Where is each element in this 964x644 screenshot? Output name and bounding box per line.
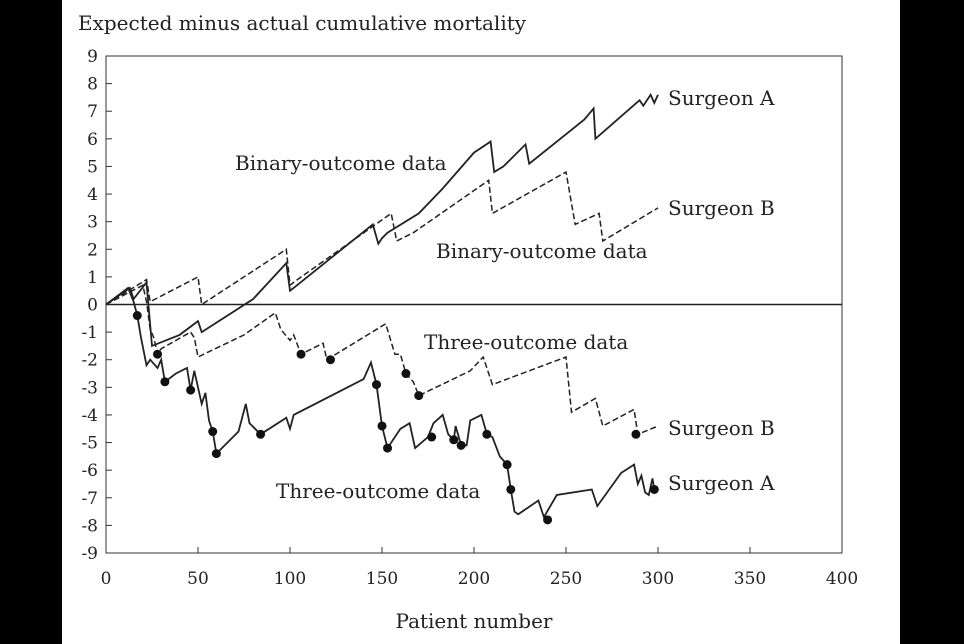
y-tick-label: 3 xyxy=(87,213,98,233)
y-tick-label: -2 xyxy=(81,351,98,371)
marker-point xyxy=(414,391,424,401)
y-tick-label: -9 xyxy=(81,544,98,564)
y-tick-label: 9 xyxy=(87,47,98,67)
y-tick-label: 6 xyxy=(87,130,98,150)
x-axis-label: Patient number xyxy=(396,609,553,633)
x-tick-label: 50 xyxy=(187,569,209,589)
x-tick-label: 0 xyxy=(101,569,112,589)
axis-ticks: -9 -8 -7 -6 -5 -4 -3 -2 -1 0 1 2 3 4 5 6 7 8 9 0 50 100 150 200… xyxy=(81,47,858,589)
y-tick-label: 1 xyxy=(87,268,98,288)
label-surgeon-b-three: Surgeon B xyxy=(668,416,775,440)
series-line-3 xyxy=(105,286,656,520)
series-line-2 xyxy=(105,170,659,306)
y-tick-label: -5 xyxy=(81,434,98,454)
marker-point xyxy=(296,349,306,359)
marker-point xyxy=(631,429,641,439)
marker-point xyxy=(160,377,170,387)
marker-point xyxy=(186,385,196,395)
series-line-1 xyxy=(105,92,659,348)
x-tick-label: 200 xyxy=(458,569,490,589)
marker-point xyxy=(502,460,512,470)
x-tick-label: 350 xyxy=(734,569,766,589)
x-tick-label: 300 xyxy=(642,569,674,589)
x-tick-label: 150 xyxy=(366,569,398,589)
y-tick-label: -8 xyxy=(81,516,98,536)
marker-point xyxy=(211,449,221,459)
marker-point xyxy=(377,421,387,431)
label-binary-a: Binary-outcome data xyxy=(235,151,447,175)
y-tick-label: 4 xyxy=(87,185,98,205)
x-tick-label: 400 xyxy=(826,569,858,589)
annotation-layer: Surgeon A Surgeon B Surgeon B Surgeon A … xyxy=(235,86,775,503)
x-tick-label: 100 xyxy=(274,569,306,589)
marker-point xyxy=(482,429,492,439)
marker-point xyxy=(371,380,381,390)
marker-point xyxy=(456,440,466,450)
y-tick-label: -6 xyxy=(81,461,98,481)
label-three-a: Three-outcome data xyxy=(276,479,480,503)
y-tick-label: -3 xyxy=(81,378,98,398)
y-tick-label: 8 xyxy=(87,75,98,95)
marker-point xyxy=(543,515,553,525)
marker-layer xyxy=(132,311,659,525)
marker-point xyxy=(256,429,266,439)
label-surgeon-a-binary: Surgeon A xyxy=(668,86,775,110)
marker-point xyxy=(401,369,411,379)
y-tick-label: 5 xyxy=(87,157,98,177)
y-tick-label: -4 xyxy=(81,406,98,426)
y-tick-label: 2 xyxy=(87,240,98,260)
label-binary-b: Binary-outcome data xyxy=(436,239,648,263)
label-surgeon-a-three: Surgeon A xyxy=(668,471,775,495)
series-layer xyxy=(105,92,659,520)
marker-point xyxy=(449,435,459,445)
marker-point xyxy=(132,311,142,321)
marker-point xyxy=(427,432,437,442)
label-surgeon-b-binary: Surgeon B xyxy=(668,196,775,220)
y-tick-label: 0 xyxy=(87,296,98,316)
figure-panel xyxy=(62,0,900,644)
chart-title: Expected minus actual cumulative mortali… xyxy=(78,11,527,35)
y-tick-label: -1 xyxy=(81,323,98,343)
marker-point xyxy=(649,484,659,494)
y-tick-label: 7 xyxy=(87,102,98,122)
label-three-b: Three-outcome data xyxy=(424,330,628,354)
y-tick-label: -7 xyxy=(81,489,98,509)
x-tick-label: 250 xyxy=(550,569,582,589)
series-line-4 xyxy=(105,284,659,436)
marker-point xyxy=(208,427,218,437)
marker-point xyxy=(153,349,163,359)
marker-point xyxy=(383,443,393,453)
marker-point xyxy=(325,355,335,365)
marker-point xyxy=(506,484,516,494)
